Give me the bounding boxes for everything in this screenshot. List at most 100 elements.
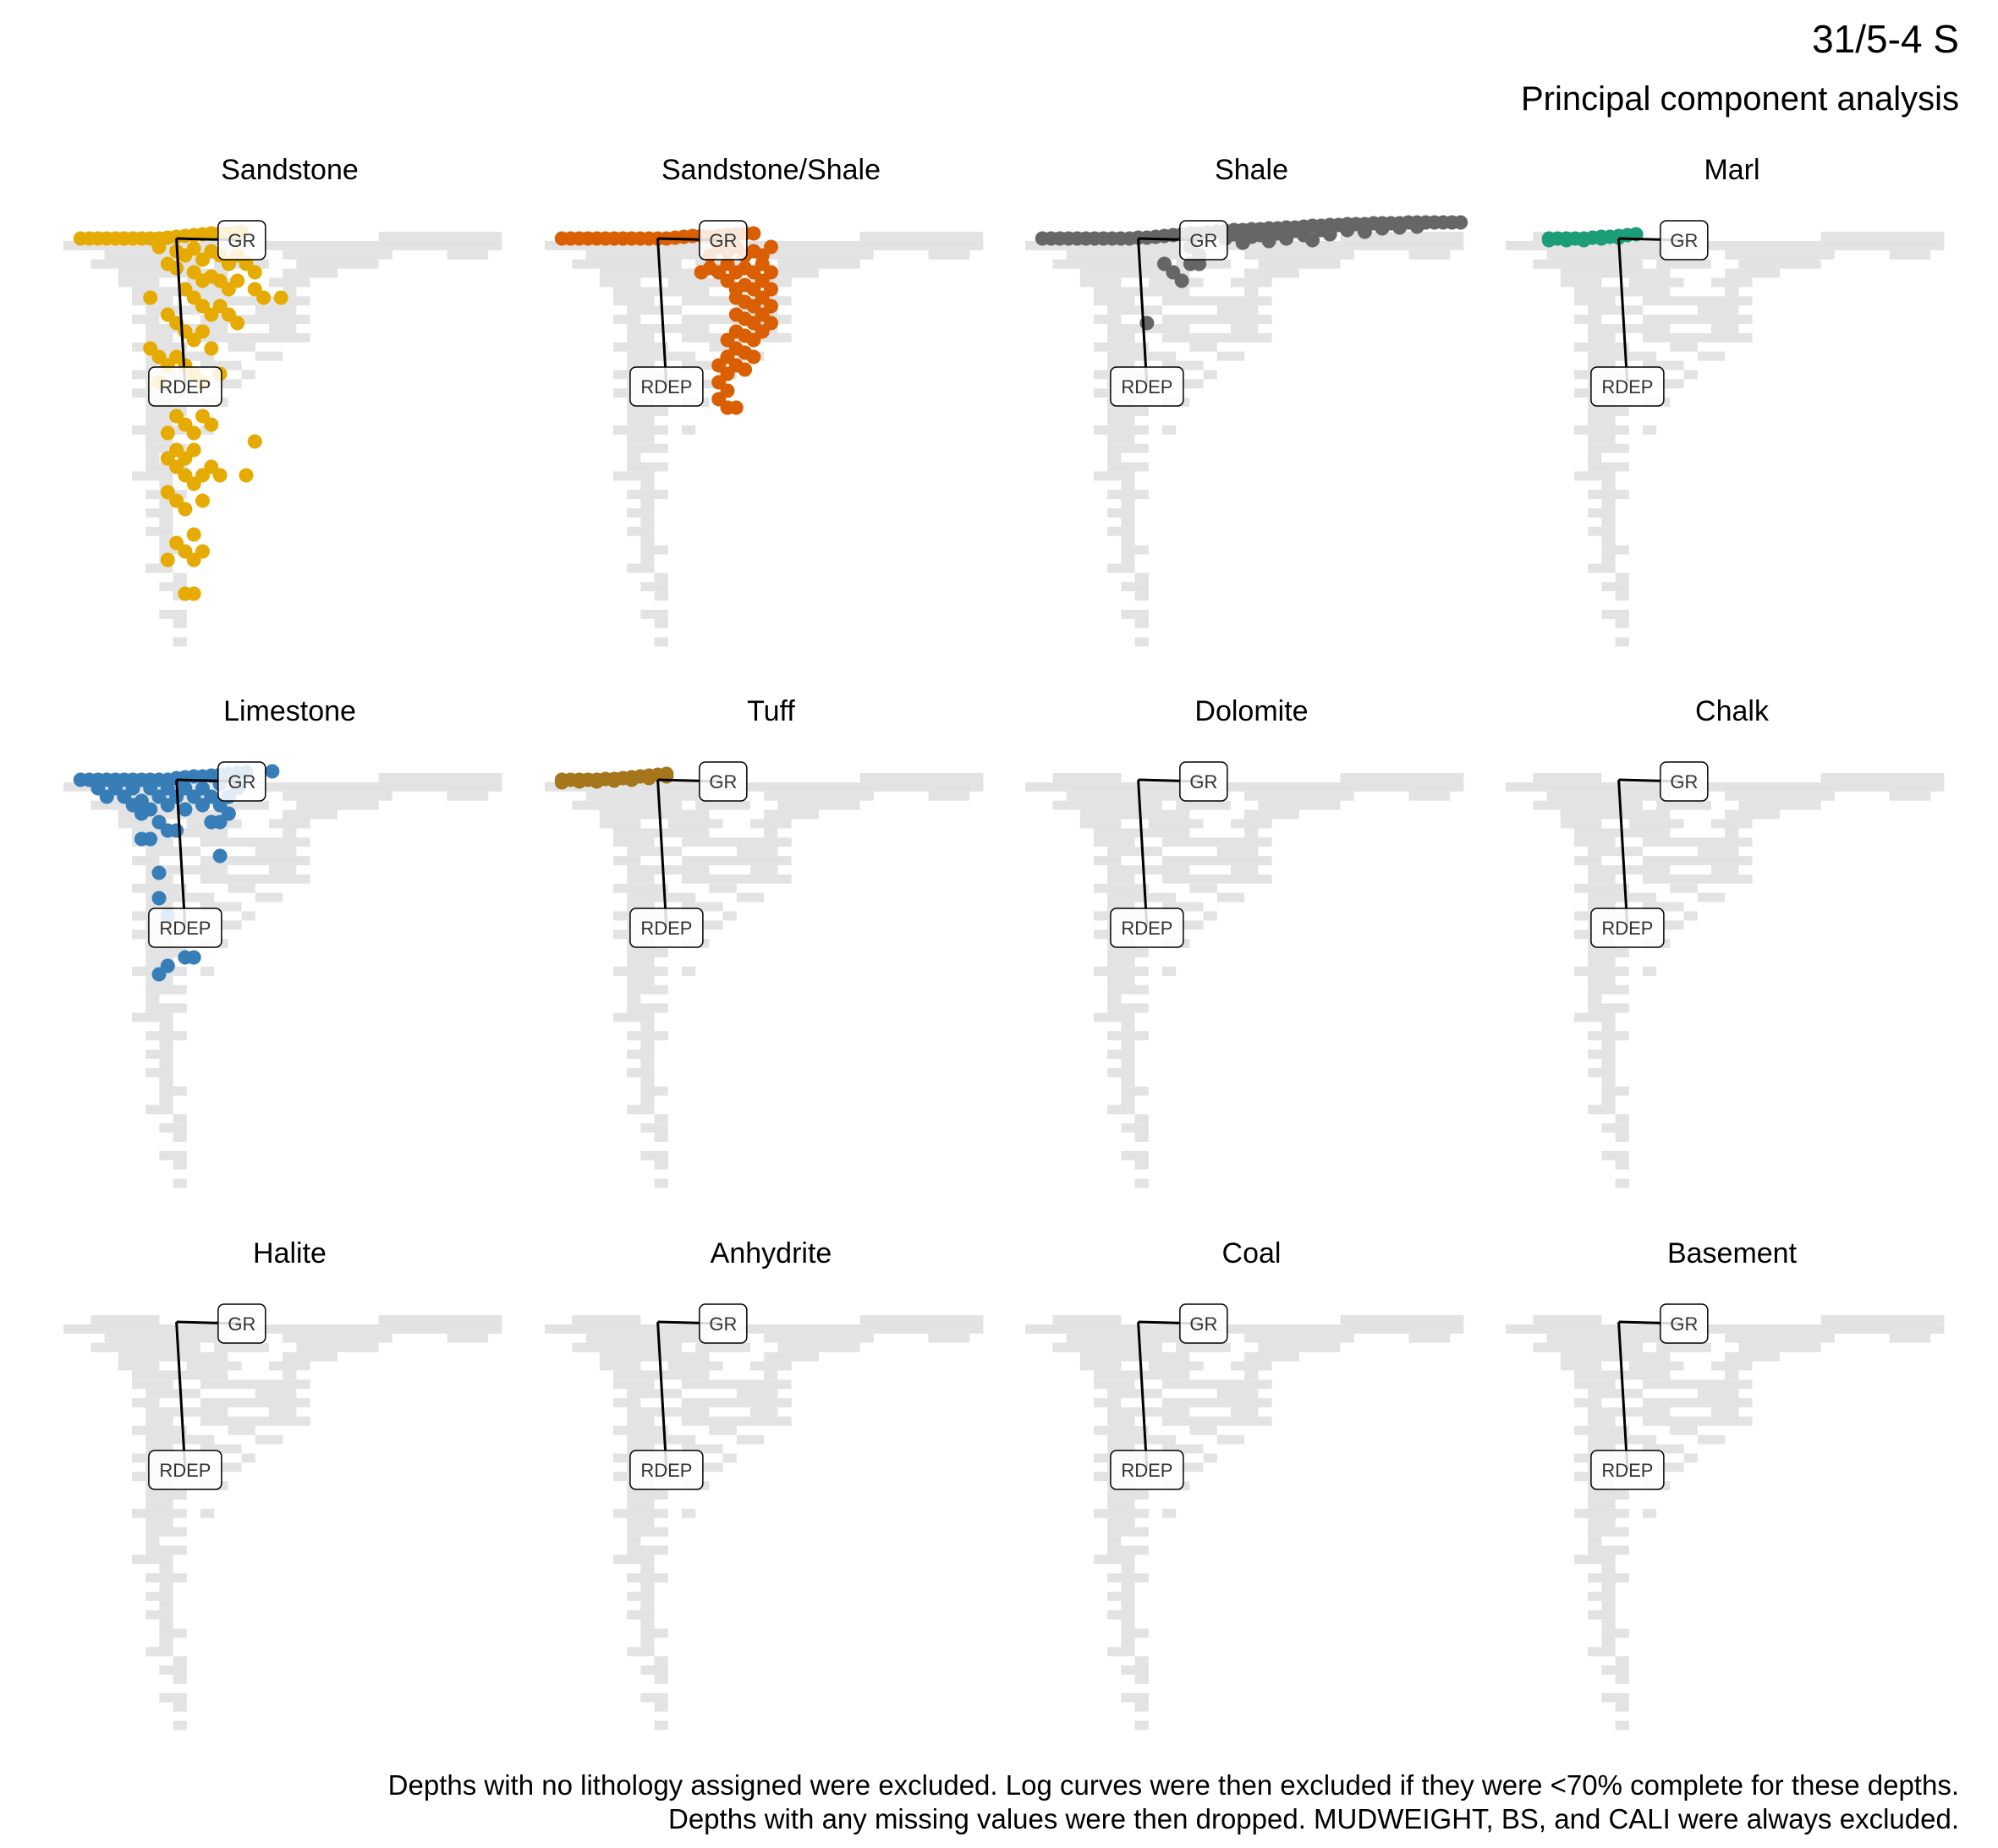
density-cell xyxy=(1697,892,1726,902)
density-cell xyxy=(1107,1434,1177,1445)
density-cell xyxy=(1820,232,1945,241)
density-cell xyxy=(640,1619,655,1629)
density-cell xyxy=(640,554,655,564)
density-cell xyxy=(599,268,710,278)
density-cell xyxy=(145,1434,215,1445)
density-cell xyxy=(1588,865,1671,875)
vector-label-box xyxy=(148,366,222,407)
density-cell xyxy=(1574,425,1629,435)
loading-vector-rdep xyxy=(175,779,187,929)
loading-vector-rdep xyxy=(656,1321,668,1471)
density-cell xyxy=(1162,902,1204,912)
data-point xyxy=(590,774,604,789)
density-cell xyxy=(1162,332,1272,343)
data-point xyxy=(99,789,114,804)
density-cell xyxy=(1588,452,1602,463)
density-cell xyxy=(1107,462,1149,472)
density-cell xyxy=(764,828,778,838)
density-cell xyxy=(1588,1003,1629,1013)
density-cell xyxy=(132,1508,187,1518)
density-cell xyxy=(1094,1508,1149,1518)
density-cell xyxy=(722,911,737,921)
density-cell xyxy=(627,1500,655,1509)
data-point xyxy=(1559,233,1574,248)
density-cell xyxy=(640,1692,668,1703)
density-cell xyxy=(1107,1573,1149,1583)
panel-anhydrite: Anhydrite GR RDEP xyxy=(545,1237,984,1730)
density-cell xyxy=(1134,1702,1149,1712)
density-cell xyxy=(654,1160,668,1170)
density-cell xyxy=(585,250,710,260)
vector-label-box xyxy=(699,220,748,260)
density-cell xyxy=(1107,1609,1135,1620)
density-cell xyxy=(1615,1720,1629,1730)
density-cell xyxy=(1533,773,1602,782)
density-cell xyxy=(627,1050,655,1059)
density-cell xyxy=(1025,1324,1464,1334)
density-cell xyxy=(1628,277,1684,288)
data-point xyxy=(151,967,167,982)
density-cell xyxy=(1643,1398,1753,1407)
density-cell xyxy=(1121,480,1135,491)
density-cell xyxy=(1615,1114,1629,1124)
density-cell xyxy=(1134,1720,1149,1730)
density-cell xyxy=(283,1352,338,1362)
density-cell xyxy=(1656,379,1684,389)
data-point xyxy=(624,772,639,787)
density-cell xyxy=(145,1545,187,1555)
data-point xyxy=(204,417,219,432)
density-cell xyxy=(1588,526,1616,536)
caption-line-2: Depths with any missing values were then… xyxy=(668,1803,1959,1834)
density-cell xyxy=(654,1720,668,1730)
density-cell xyxy=(627,360,655,370)
density-cell xyxy=(283,1333,392,1343)
density-cell xyxy=(104,791,228,801)
data-point xyxy=(230,315,245,331)
density-cell xyxy=(1094,837,1135,847)
density-cell xyxy=(859,232,984,241)
density-cell xyxy=(654,637,668,647)
density-cell xyxy=(764,250,874,260)
vector-label-rdep: RDEP xyxy=(159,1460,211,1481)
density-cell xyxy=(145,1647,173,1657)
loading-vector-rdep xyxy=(175,238,187,387)
density-cell xyxy=(283,268,338,278)
density-cell xyxy=(627,1434,696,1445)
density-cell xyxy=(736,1389,778,1399)
density-cell xyxy=(1601,517,1616,527)
density-cell xyxy=(1121,1150,1149,1160)
density-cell xyxy=(682,360,723,370)
density-cell xyxy=(159,582,187,592)
data-point xyxy=(1340,222,1355,238)
density-cell xyxy=(145,360,173,370)
density-cell xyxy=(1079,277,1122,288)
density-cell xyxy=(255,351,283,361)
density-cell xyxy=(1134,637,1149,647)
density-cell xyxy=(1231,324,1259,333)
density-cell xyxy=(1615,1656,1629,1666)
density-cell xyxy=(627,324,710,333)
density-cell xyxy=(1560,819,1602,829)
density-cell xyxy=(627,902,655,912)
density-cell xyxy=(255,1389,297,1399)
density-cell xyxy=(777,800,860,810)
data-point xyxy=(186,527,201,542)
vector-label-box xyxy=(217,1303,266,1344)
density-cell xyxy=(1094,1425,1149,1435)
density-cell xyxy=(1670,1425,1698,1435)
density-cell xyxy=(1258,1342,1341,1352)
vector-label-box xyxy=(699,1303,748,1344)
density-cell xyxy=(1820,1315,1945,1324)
density-cell xyxy=(1107,948,1149,957)
density-cell xyxy=(1107,1490,1149,1500)
density-cell xyxy=(682,856,792,865)
loading-vector-rdep xyxy=(1617,1321,1629,1471)
density-cell xyxy=(1711,324,1739,333)
density-cell xyxy=(269,277,310,288)
density-cell xyxy=(1588,1545,1629,1555)
density-cell xyxy=(1107,847,1162,857)
density-cell xyxy=(283,250,392,260)
density-cell xyxy=(1134,573,1149,583)
density-cell xyxy=(91,259,201,269)
density-cell xyxy=(627,305,682,315)
